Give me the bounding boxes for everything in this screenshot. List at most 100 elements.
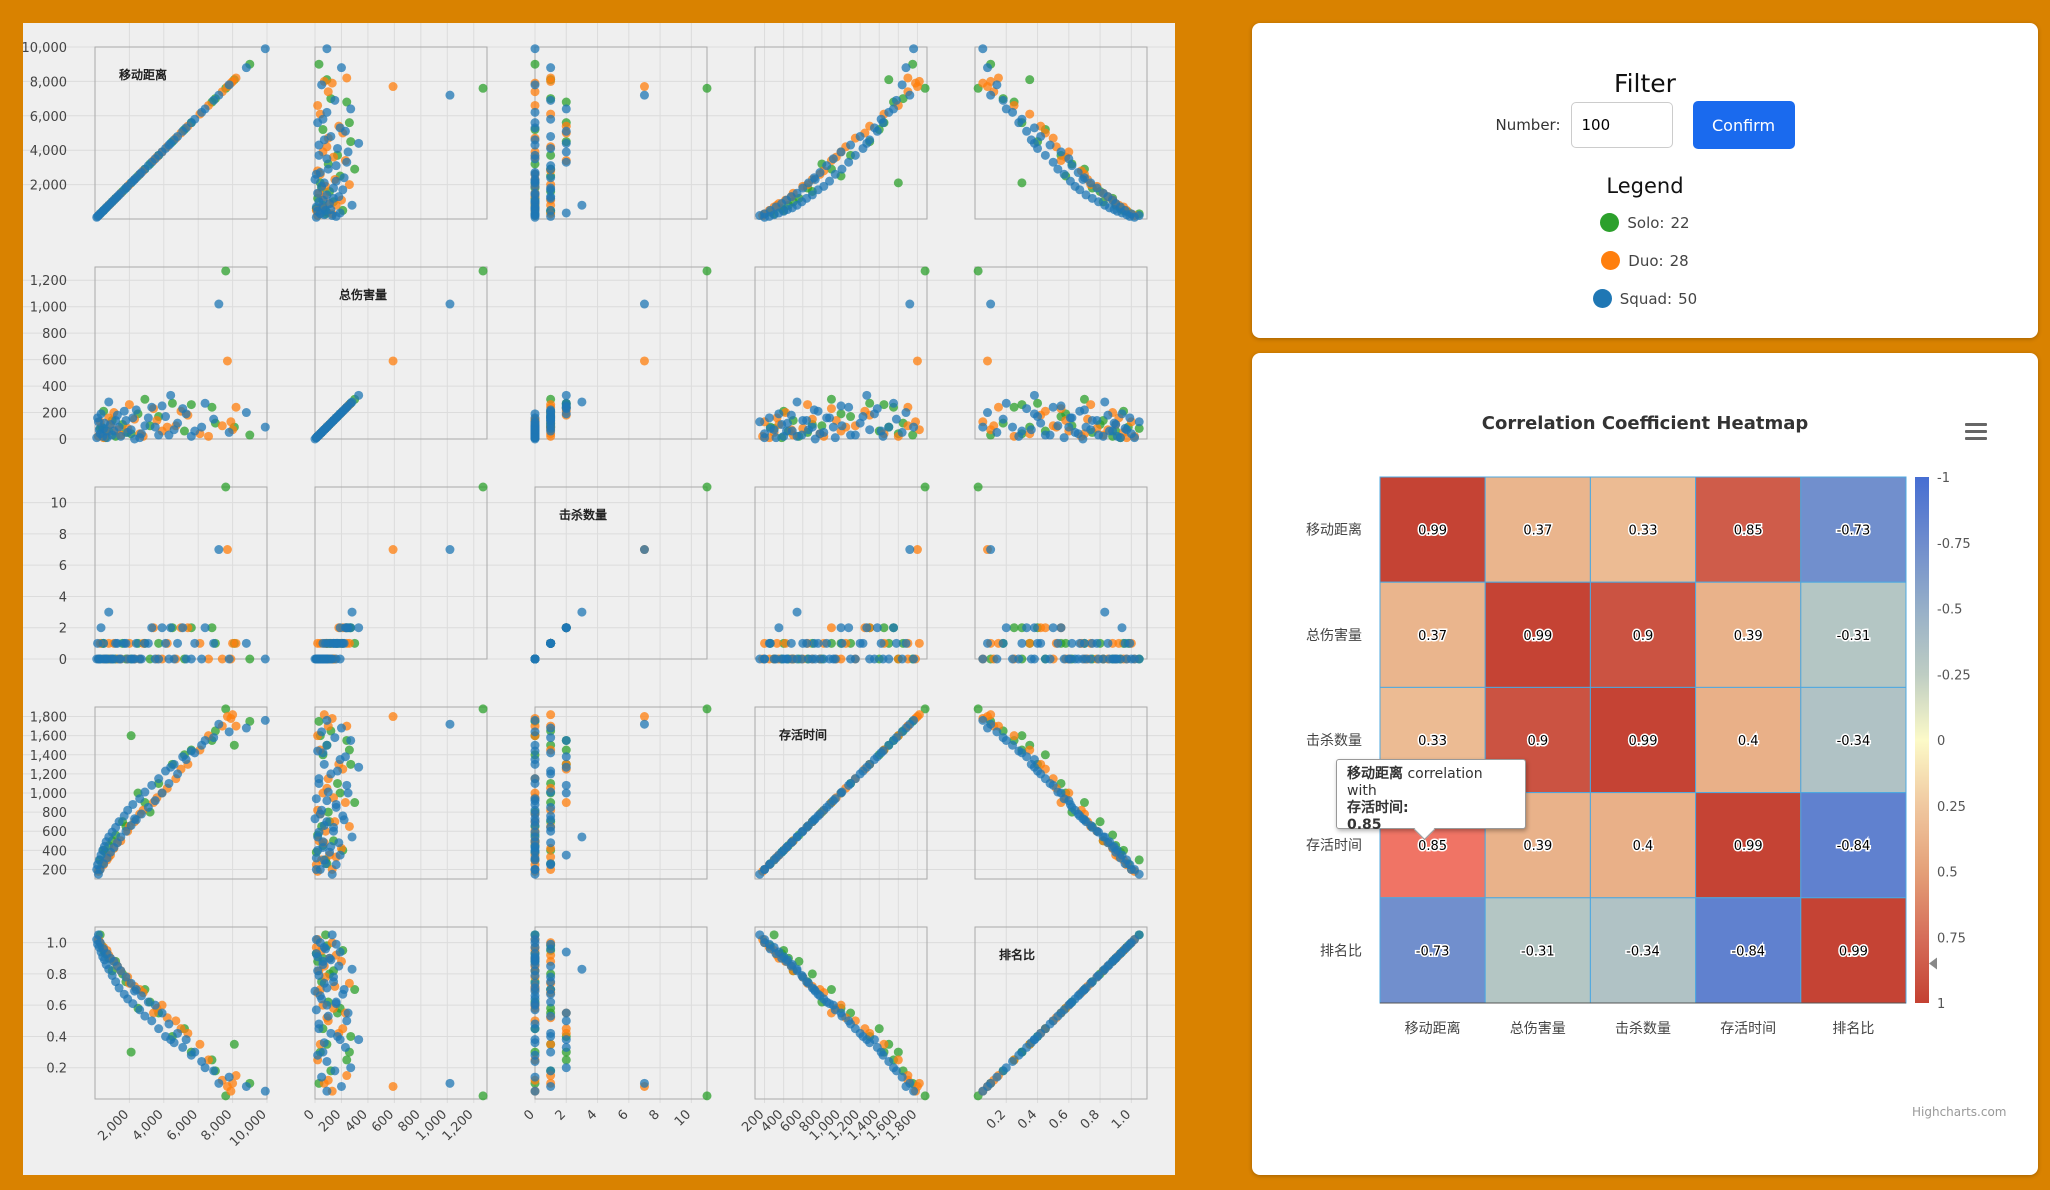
data-point-squad <box>317 181 327 191</box>
confirm-button[interactable]: Confirm <box>1692 101 1795 149</box>
data-point-squad <box>530 952 540 962</box>
data-point-squad <box>190 638 200 648</box>
heatmap-cell-label: -0.31 <box>1521 944 1555 959</box>
data-point-squad <box>319 425 329 435</box>
data-point-squad <box>546 766 556 776</box>
data-point-squad <box>760 433 770 443</box>
data-point-squad <box>311 853 321 863</box>
matrix-cell-frame <box>94 46 268 220</box>
legend-item-solo[interactable]: Solo: 22 <box>1252 213 2038 232</box>
data-point-squad <box>1048 157 1058 167</box>
data-point-duo <box>546 1039 556 1049</box>
data-point-solo <box>546 1003 556 1013</box>
data-point-squad <box>136 991 146 1001</box>
data-point-squad <box>166 623 176 633</box>
data-point-solo <box>702 704 712 714</box>
data-point-squad <box>130 814 140 824</box>
data-point-squad <box>1001 398 1011 408</box>
data-point-squad <box>884 1056 894 1066</box>
data-point-duo <box>1040 406 1050 416</box>
heatmap-cell-label: 0.99 <box>1629 734 1658 749</box>
data-point-squad <box>322 1056 332 1066</box>
data-point-squad <box>343 1008 353 1018</box>
number-input[interactable] <box>1570 102 1673 148</box>
data-point-squad <box>322 796 332 806</box>
data-point-squad <box>445 1078 455 1088</box>
data-point-squad <box>241 63 251 73</box>
data-point-solo <box>920 83 930 93</box>
data-point-squad <box>323 164 333 174</box>
data-point-squad <box>1014 1050 1024 1060</box>
variable-label: 存活时间 <box>778 727 827 742</box>
heatmap-x-label: 移动距离 <box>1405 1020 1461 1037</box>
data-point-squad <box>214 299 224 309</box>
data-point-squad <box>335 623 345 633</box>
matrix-cell-frame <box>314 486 488 660</box>
data-point-squad <box>1022 126 1032 136</box>
matrix-cell-frame <box>754 46 928 220</box>
data-point-squad <box>154 430 164 440</box>
legend-item-squad[interactable]: Squad: 50 <box>1252 289 2038 308</box>
data-point-squad <box>111 415 121 425</box>
data-point-squad <box>1033 412 1043 422</box>
hamburger-menu-icon[interactable] <box>1965 423 1987 441</box>
data-point-squad <box>546 733 556 743</box>
scatter-matrix-chart: 2,0004,0006,0008,00010,00002004006008001… <box>23 23 1175 1150</box>
data-point-solo <box>140 394 150 404</box>
data-point-squad <box>241 723 251 733</box>
data-point-solo <box>879 400 889 410</box>
data-point-squad <box>314 827 324 837</box>
data-point-squad <box>850 150 860 160</box>
y-tick-label: 8,000 <box>30 75 67 90</box>
heatmap-cell <box>1800 897 1907 1004</box>
data-point-squad <box>154 774 164 784</box>
data-point-duo <box>228 710 238 720</box>
data-point-squad <box>639 90 649 100</box>
data-point-duo <box>1009 731 1019 741</box>
data-point-squad <box>1134 417 1144 427</box>
data-point-solo <box>884 75 894 85</box>
x-tick-label: 0 <box>301 1107 317 1123</box>
data-point-squad <box>128 413 138 423</box>
data-point-squad <box>546 638 556 648</box>
data-point-squad <box>810 434 820 444</box>
data-point-squad <box>342 623 352 633</box>
data-point-squad <box>1040 1024 1050 1034</box>
data-point-squad <box>862 1035 872 1045</box>
data-point-squad <box>332 143 342 153</box>
data-point-solo <box>1134 855 1144 865</box>
highcharts-credit[interactable]: Highcharts.com <box>1912 1105 2007 1119</box>
data-point-squad <box>311 794 321 804</box>
data-point-squad <box>186 431 196 441</box>
data-point-squad <box>546 413 556 423</box>
data-point-squad <box>1087 638 1097 648</box>
data-point-squad <box>764 413 774 423</box>
y-tick-label: 6,000 <box>30 110 67 125</box>
data-point-squad <box>909 1086 919 1096</box>
heatmap-cell-label: 0.85 <box>1734 524 1763 539</box>
data-point-squad <box>336 1081 346 1091</box>
data-point-squad <box>901 63 911 73</box>
legend-item-duo[interactable]: Duo: 28 <box>1252 251 2038 270</box>
y-tick-label: 0 <box>59 653 67 668</box>
y-tick-label: 0.6 <box>46 999 67 1014</box>
data-point-squad <box>340 126 350 136</box>
data-point-squad <box>354 138 364 148</box>
data-point-squad <box>561 157 571 167</box>
data-point-squad <box>1094 827 1104 837</box>
data-point-squad <box>1040 150 1050 160</box>
data-point-squad <box>93 638 103 648</box>
heatmap-chart: Correlation Coefficient Heatmap 0.99 0.37 0… <box>1306 413 1971 1037</box>
data-point-solo <box>1040 750 1050 760</box>
tooltip-value: 0.85 <box>1347 817 1382 833</box>
data-point-squad <box>354 623 364 633</box>
data-point-squad <box>530 805 540 815</box>
data-point-squad <box>878 1050 888 1060</box>
data-point-squad <box>530 1056 540 1066</box>
x-tick-label: 0.4 <box>1015 1107 1040 1132</box>
data-point-squad <box>150 796 160 806</box>
data-point-squad <box>1059 169 1069 179</box>
x-tick-label: 10,000 <box>227 1107 270 1150</box>
data-point-squad <box>561 1042 571 1052</box>
y-tick-label: 1,800 <box>30 711 67 726</box>
